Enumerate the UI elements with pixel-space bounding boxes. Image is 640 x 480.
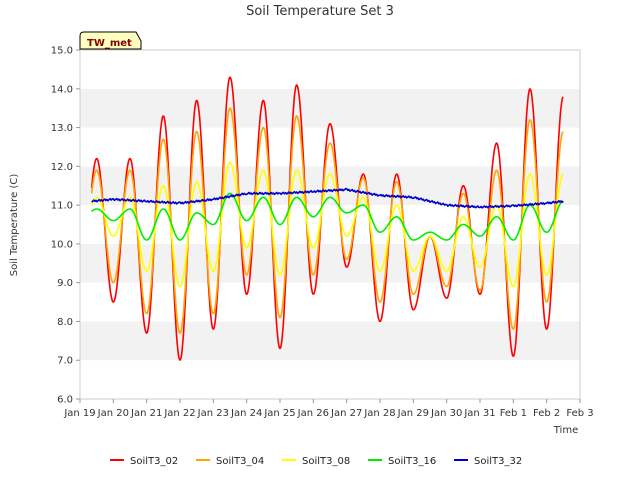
- x-tick-label: Jan 29: [397, 408, 429, 419]
- chart-title: Soil Temperature Set 3: [246, 4, 394, 19]
- grid-band: [80, 321, 580, 361]
- y-tick-label: 14.0: [51, 84, 73, 95]
- y-tick-label: 13.0: [51, 123, 73, 134]
- grid-band: [80, 50, 580, 89]
- x-tick-label: Feb 3: [566, 408, 593, 419]
- series-line-SoilT3_32: [91, 187, 564, 209]
- x-tick-label: Jan 27: [330, 408, 362, 419]
- grid-band: [80, 360, 580, 399]
- series-line-SoilT3_04: [90, 107, 564, 334]
- y-tick-label: 12.0: [51, 162, 73, 173]
- series-lines: [90, 76, 564, 361]
- grid-band: [80, 88, 580, 128]
- x-tick-label: Jan 25: [263, 408, 295, 419]
- x-tick-label: Jan 21: [130, 408, 162, 419]
- y-axis: 6.0 7.0 8.0 9.0 10.0 11.0 12.0 13.0 14.0 15.0: [51, 46, 80, 406]
- x-tick-label: Jan 24: [230, 408, 262, 419]
- x-tick-label: Jan 26: [297, 408, 329, 419]
- x-tick-label: Feb 1: [500, 408, 527, 419]
- legend-label: SoilT3_16: [388, 456, 436, 467]
- y-tick-label: 6.0: [57, 395, 73, 406]
- y-tick-label: 15.0: [51, 46, 73, 57]
- tw-met-badge: TW_met: [79, 31, 142, 50]
- y-axis-title: Soil Temperature (C): [9, 174, 20, 277]
- badge-label: TW_met: [87, 38, 132, 49]
- series-line-SoilT3_16: [91, 192, 564, 241]
- grid-bands: [80, 50, 580, 399]
- legend-label: SoilT3_08: [302, 456, 350, 467]
- legend: SoilT3_02 SoilT3_04 SoilT3_08 SoilT3_16 Soil…: [110, 456, 522, 467]
- y-tick-label: 8.0: [57, 317, 73, 328]
- x-tick-label: Jan 30: [430, 408, 462, 419]
- plot-frame: [79, 49, 581, 400]
- x-tick-label: Jan 31: [463, 408, 495, 419]
- x-tick-label: Jan 28: [363, 408, 395, 419]
- y-tick-label: 11.0: [51, 201, 73, 212]
- grid-band: [80, 166, 580, 206]
- grid-band: [80, 127, 580, 167]
- x-tick-label: Jan 23: [197, 408, 229, 419]
- grid-band: [80, 243, 580, 283]
- legend-label: SoilT3_02: [130, 456, 178, 467]
- x-tick-label: Jan 19: [63, 408, 95, 419]
- badge-shape: [79, 31, 142, 50]
- y-tick-label: 10.0: [51, 239, 73, 250]
- grid-band: [80, 205, 580, 244]
- x-axis-title: Time: [553, 425, 578, 436]
- grid-band: [80, 282, 580, 322]
- y-tick-label: 9.0: [57, 278, 73, 289]
- x-tick-label: Jan 22: [163, 408, 195, 419]
- legend-label: SoilT3_04: [216, 456, 264, 467]
- x-axis: Jan 19 Jan 20 Jan 21 Jan 22 Jan 23 Jan 24 Jan …: [63, 399, 594, 419]
- y-tick-label: 7.0: [57, 356, 73, 367]
- x-tick-label: Jan 20: [97, 408, 129, 419]
- x-tick-label: Feb 2: [533, 408, 560, 419]
- legend-label: SoilT3_32: [474, 456, 522, 467]
